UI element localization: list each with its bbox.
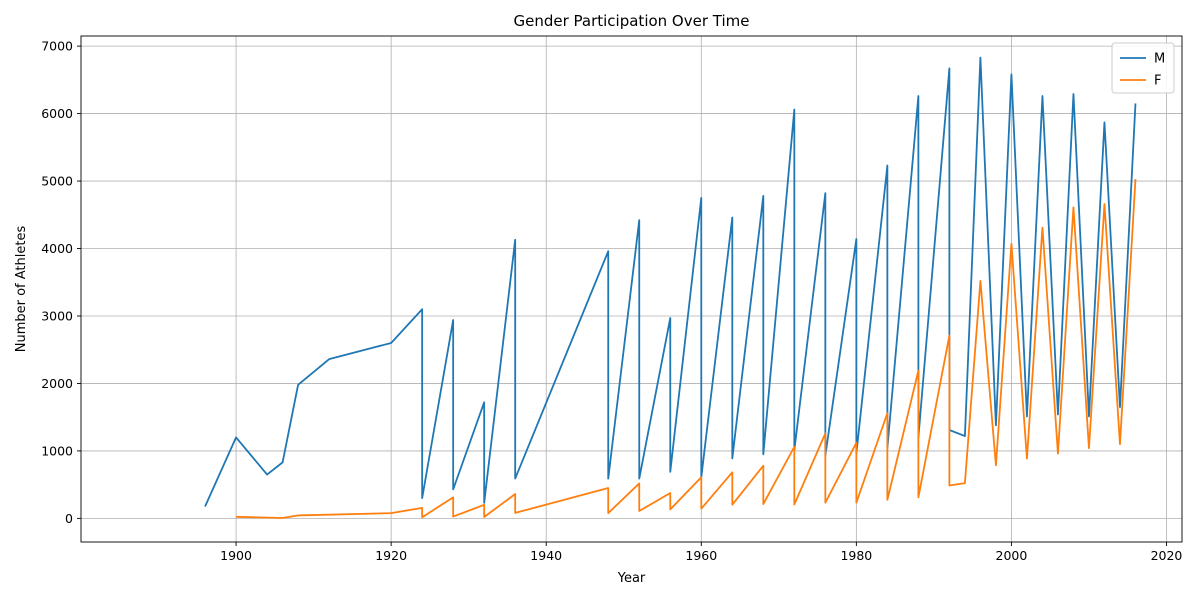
y-tick-label: 4000 [41, 241, 73, 256]
legend: MF [1111, 42, 1175, 94]
series-line-f [236, 178, 1137, 519]
x-axis-label: Year [617, 571, 646, 586]
y-tick-label: 0 [65, 511, 73, 526]
x-tick-label: 1980 [840, 548, 872, 563]
chart-title: Gender Participation Over Time [513, 12, 749, 30]
y-tick-label: 1000 [41, 443, 73, 458]
x-tick-label: 1900 [220, 548, 252, 563]
x-tick-label: 2020 [1151, 548, 1183, 563]
y-tick-label: 6000 [41, 106, 73, 121]
y-tick-label: 5000 [41, 174, 73, 189]
y-axis-label: Number of Athletes [14, 226, 29, 353]
legend-box [1111, 42, 1175, 94]
y-tick-label: 7000 [41, 39, 73, 54]
legend-label-f: F [1154, 74, 1161, 89]
x-tick-label: 1920 [375, 548, 407, 563]
series-line-m [204, 56, 1137, 507]
legend-label-m: M [1154, 52, 1165, 67]
axes: 1900 1920 1940 1960 1980 2000 2020 0 1000 2000 300… [41, 35, 1183, 563]
x-tick-label: 1960 [685, 548, 717, 563]
series-lines [204, 56, 1137, 519]
plot-frame [80, 35, 1183, 543]
y-tick-label: 3000 [41, 308, 73, 323]
y-tick-label: 2000 [41, 376, 73, 391]
x-tick-label: 1940 [530, 548, 562, 563]
x-tick-label: 2000 [996, 548, 1028, 563]
